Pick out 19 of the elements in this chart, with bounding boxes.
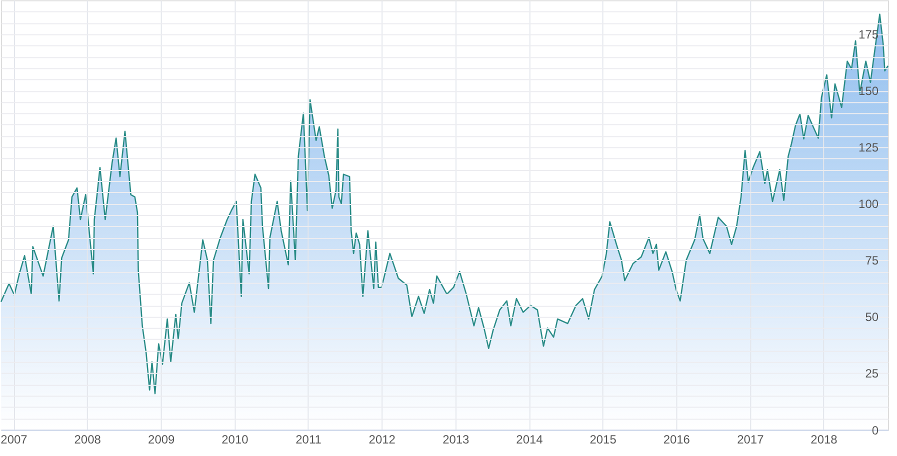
- y-tick-label: 0: [872, 423, 879, 438]
- x-tick-label: 2012: [368, 432, 396, 446]
- x-tick-label: 2014: [516, 432, 544, 446]
- x-tick-label: 2009: [148, 432, 176, 446]
- x-tick-label: 2011: [296, 432, 322, 446]
- x-tick-label: 2013: [442, 432, 470, 446]
- x-tick-label: 2018: [810, 432, 838, 446]
- y-tick-label: 125: [858, 140, 879, 155]
- y-tick-label: 75: [865, 254, 879, 268]
- y-tick-label: 25: [865, 366, 879, 381]
- x-tick-label: 2015: [590, 432, 617, 446]
- x-tick-label: 2008: [74, 432, 102, 446]
- y-tick-label: 50: [865, 310, 879, 324]
- y-tick-label: 100: [858, 197, 879, 212]
- x-tick-label: 2007: [0, 432, 28, 446]
- x-tick-label: 2016: [663, 432, 690, 446]
- y-tick-label: 150: [858, 84, 879, 98]
- x-tick-label: 2017: [737, 432, 764, 446]
- x-tick-label: 2010: [222, 432, 249, 446]
